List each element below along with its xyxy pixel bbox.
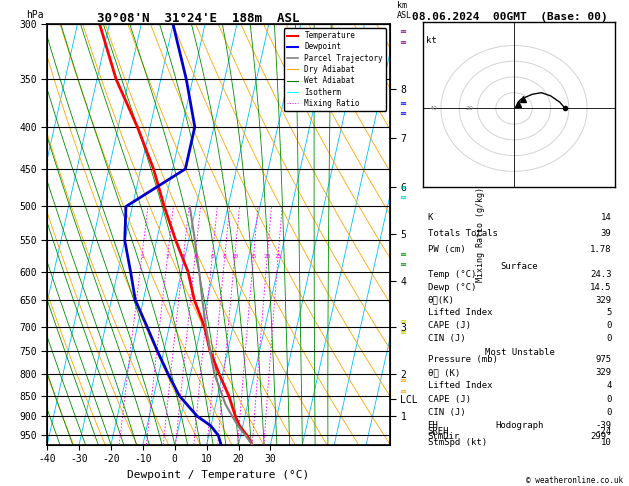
Text: 14: 14: [601, 213, 611, 222]
Text: ≡
≡: ≡ ≡: [399, 183, 406, 202]
Text: ≡
≡: ≡ ≡: [399, 376, 406, 396]
X-axis label: Dewpoint / Temperature (°C): Dewpoint / Temperature (°C): [128, 470, 309, 480]
Text: Lifted Index: Lifted Index: [428, 308, 492, 317]
Text: CIN (J): CIN (J): [428, 334, 465, 343]
Text: 329: 329: [596, 295, 611, 305]
Text: 0: 0: [606, 408, 611, 417]
Text: Temp (°C): Temp (°C): [428, 270, 476, 279]
Text: SREH: SREH: [428, 427, 449, 436]
Text: CIN (J): CIN (J): [428, 408, 465, 417]
Text: Dewp (°C): Dewp (°C): [428, 283, 476, 292]
Text: Mixing Ratio (g/kg): Mixing Ratio (g/kg): [476, 187, 485, 282]
Text: 1.78: 1.78: [590, 245, 611, 254]
Text: 15: 15: [250, 254, 257, 259]
Text: Most Unstable: Most Unstable: [484, 348, 555, 357]
Text: StmDir: StmDir: [428, 432, 460, 441]
Text: 5: 5: [606, 308, 611, 317]
Text: θᴄ (K): θᴄ (K): [428, 368, 460, 377]
Text: 1: 1: [140, 254, 143, 259]
Text: Surface: Surface: [501, 262, 538, 271]
Text: PW (cm): PW (cm): [428, 245, 465, 254]
Text: 329: 329: [596, 368, 611, 377]
Text: 0: 0: [606, 395, 611, 403]
Text: ≡
≡: ≡ ≡: [399, 317, 406, 337]
Text: 39: 39: [601, 229, 611, 238]
Text: 2: 2: [165, 254, 169, 259]
Text: ≡
≡: ≡ ≡: [399, 250, 406, 269]
Text: 0: 0: [606, 321, 611, 330]
Text: 299°: 299°: [590, 432, 611, 441]
Text: Lifted Index: Lifted Index: [428, 382, 492, 390]
Text: © weatheronline.co.uk: © weatheronline.co.uk: [526, 476, 623, 485]
Text: km
ASL: km ASL: [397, 0, 412, 20]
Text: ≡
≡: ≡ ≡: [399, 99, 406, 118]
Text: CAPE (J): CAPE (J): [428, 395, 470, 403]
Text: EH: EH: [428, 421, 438, 430]
Text: ≡
≡: ≡ ≡: [399, 27, 406, 47]
Text: 20: 20: [264, 254, 271, 259]
Text: -24: -24: [596, 427, 611, 436]
Text: -39: -39: [596, 421, 611, 430]
Text: θᴄ(K): θᴄ(K): [428, 295, 454, 305]
Text: 24.3: 24.3: [590, 270, 611, 279]
Text: 10: 10: [601, 438, 611, 447]
Text: CAPE (J): CAPE (J): [428, 321, 470, 330]
Text: 40: 40: [430, 106, 437, 111]
Text: 4: 4: [606, 382, 611, 390]
Text: 975: 975: [596, 355, 611, 364]
Text: 14.5: 14.5: [590, 283, 611, 292]
Legend: Temperature, Dewpoint, Parcel Trajectory, Dry Adiabat, Wet Adiabat, Isotherm, Mi: Temperature, Dewpoint, Parcel Trajectory…: [284, 28, 386, 111]
Text: 0: 0: [606, 334, 611, 343]
Text: K: K: [428, 213, 433, 222]
Text: 20: 20: [466, 106, 474, 111]
Text: 8: 8: [223, 254, 226, 259]
Text: 3: 3: [182, 254, 186, 259]
Text: Hodograph: Hodograph: [496, 421, 543, 430]
Text: 10: 10: [231, 254, 238, 259]
Text: StmSpd (kt): StmSpd (kt): [428, 438, 487, 447]
Text: 6: 6: [210, 254, 214, 259]
Text: Pressure (mb): Pressure (mb): [428, 355, 498, 364]
Text: Totals Totals: Totals Totals: [428, 229, 498, 238]
Text: 25: 25: [274, 254, 282, 259]
Text: 30°08'N  31°24'E  188m  ASL: 30°08'N 31°24'E 188m ASL: [97, 12, 299, 25]
Text: hPa: hPa: [26, 10, 44, 20]
Text: 4: 4: [193, 254, 197, 259]
Text: kt: kt: [426, 36, 437, 45]
Text: 08.06.2024  00GMT  (Base: 00): 08.06.2024 00GMT (Base: 00): [412, 12, 608, 22]
